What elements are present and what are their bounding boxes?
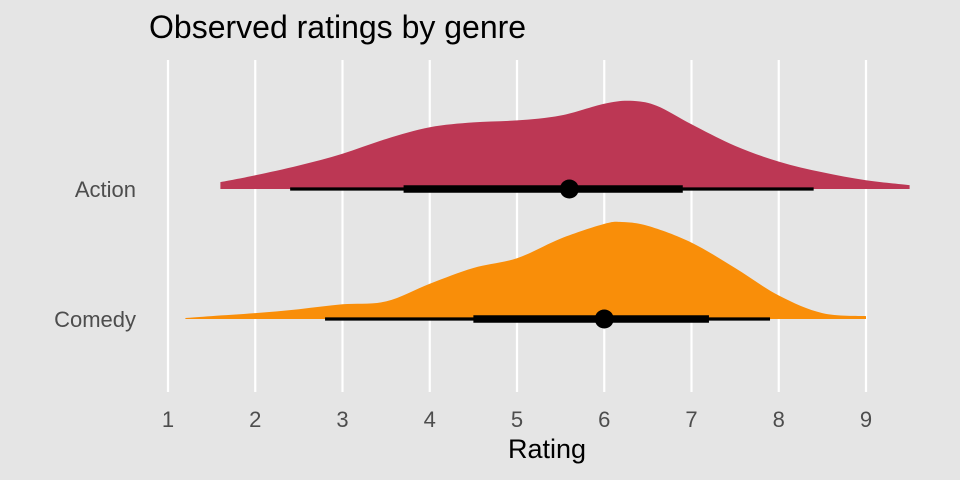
x-axis-label: Rating — [508, 434, 586, 464]
interval-layer — [290, 179, 814, 329]
y-tick-label-comedy: Comedy — [54, 307, 136, 332]
point-comedy — [594, 309, 614, 329]
x-tick-label-5: 5 — [511, 407, 523, 432]
density-action — [220, 100, 910, 189]
x-tick-label-4: 4 — [424, 407, 436, 432]
density-layer — [185, 100, 910, 319]
grid-layer — [166, 60, 868, 392]
x-tick-label-6: 6 — [598, 407, 610, 432]
x-tick-labels: 1 2 3 4 5 6 7 8 9 — [162, 407, 872, 432]
x-tick-label-2: 2 — [249, 407, 261, 432]
y-tick-labels: Action Comedy — [54, 177, 136, 332]
density-comedy — [185, 221, 866, 319]
x-tick-label-8: 8 — [773, 407, 785, 432]
y-tick-label-action: Action — [75, 177, 136, 202]
x-tick-label-1: 1 — [162, 407, 174, 432]
point-action — [559, 179, 579, 199]
x-tick-label-9: 9 — [860, 407, 872, 432]
x-tick-label-7: 7 — [685, 407, 697, 432]
x-tick-label-3: 3 — [336, 407, 348, 432]
chart-title: Observed ratings by genre — [149, 9, 526, 45]
